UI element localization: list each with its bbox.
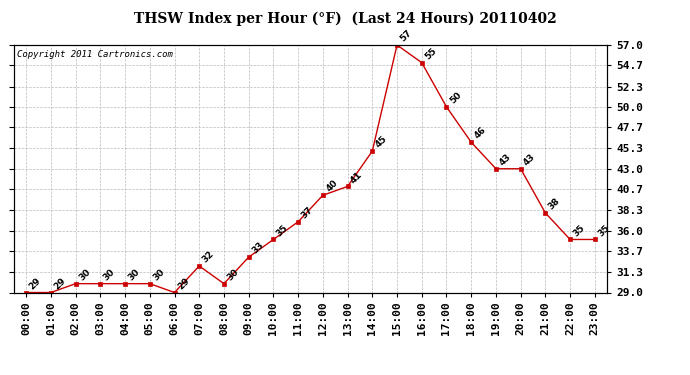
Text: 29: 29: [176, 276, 191, 291]
Text: 35: 35: [275, 223, 290, 238]
Text: 40: 40: [324, 178, 339, 194]
Text: 33: 33: [250, 240, 265, 256]
Text: 30: 30: [77, 267, 92, 282]
Text: THSW Index per Hour (°F)  (Last 24 Hours) 20110402: THSW Index per Hour (°F) (Last 24 Hours)…: [134, 11, 556, 26]
Text: 50: 50: [448, 90, 463, 105]
Text: 46: 46: [473, 126, 488, 141]
Text: 29: 29: [52, 276, 68, 291]
Text: 37: 37: [299, 205, 315, 220]
Text: Copyright 2011 Cartronics.com: Copyright 2011 Cartronics.com: [17, 50, 172, 59]
Text: 30: 30: [101, 267, 117, 282]
Text: 32: 32: [201, 249, 216, 265]
Text: 30: 30: [226, 267, 241, 282]
Text: 30: 30: [126, 267, 141, 282]
Text: 45: 45: [374, 134, 389, 150]
Text: 57: 57: [398, 28, 414, 44]
Text: 30: 30: [151, 267, 166, 282]
Text: 35: 35: [571, 223, 586, 238]
Text: 38: 38: [546, 196, 562, 211]
Text: 35: 35: [596, 223, 611, 238]
Text: 43: 43: [497, 152, 513, 167]
Text: 55: 55: [423, 46, 438, 61]
Text: 43: 43: [522, 152, 538, 167]
Text: 41: 41: [349, 170, 364, 185]
Text: 29: 29: [28, 276, 43, 291]
